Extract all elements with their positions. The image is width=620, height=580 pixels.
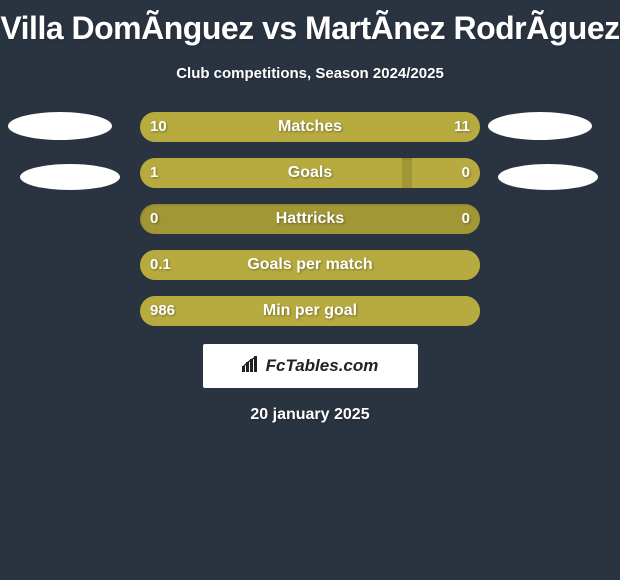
stat-track: 10 11 Matches	[140, 112, 480, 142]
site-logo: FcTables.com	[203, 344, 418, 388]
stat-track: 0 0 Hattricks	[140, 204, 480, 234]
date-text: 20 january 2025	[0, 406, 620, 424]
stat-value-left: 10	[150, 112, 167, 142]
stat-track: 986 Min per goal	[140, 296, 480, 326]
stat-fill-left	[140, 250, 480, 280]
stat-value-left: 1	[150, 158, 158, 188]
stat-label: Hattricks	[140, 204, 480, 234]
stat-row: 986 Min per goal	[0, 296, 620, 326]
stat-value-right: 0	[462, 204, 470, 234]
stat-value-right: 0	[462, 158, 470, 188]
stat-row: 0 0 Hattricks	[0, 204, 620, 234]
stat-fill-left	[140, 296, 480, 326]
stat-value-right: 11	[454, 112, 470, 142]
stat-track: 0.1 Goals per match	[140, 250, 480, 280]
stat-row: 10 11 Matches	[0, 112, 620, 142]
stat-fill-left	[140, 158, 402, 188]
page-title: Villa DomÃ­nguez vs MartÃ­nez RodrÃ­guez	[0, 0, 620, 47]
stat-value-left: 986	[150, 296, 175, 326]
site-logo-text: FcTables.com	[266, 356, 379, 376]
stat-row: 1 0 Goals	[0, 158, 620, 188]
stat-value-left: 0	[150, 204, 158, 234]
stat-track: 1 0 Goals	[140, 158, 480, 188]
stat-row: 0.1 Goals per match	[0, 250, 620, 280]
bars-icon	[242, 356, 262, 377]
subtitle: Club competitions, Season 2024/2025	[0, 65, 620, 82]
comparison-chart: 10 11 Matches 1 0 Goals 0 0 Hattricks 0.…	[0, 112, 620, 326]
stat-value-left: 0.1	[150, 250, 171, 280]
